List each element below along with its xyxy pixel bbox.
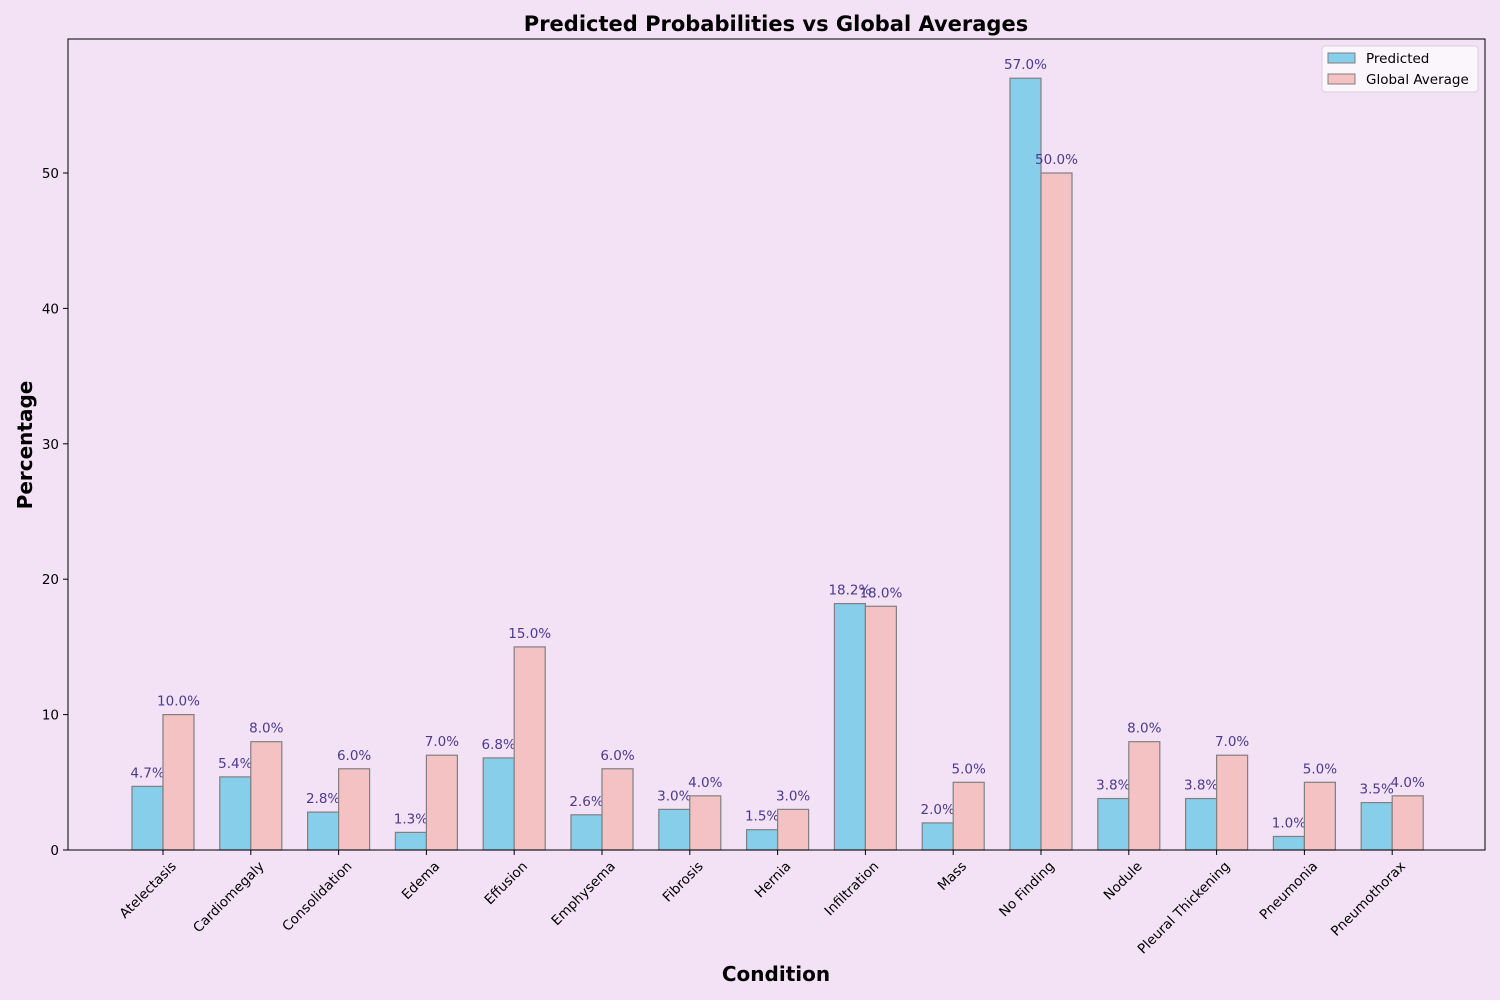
y-tick-label: 10 [42,708,59,724]
data-label: 2.6% [569,794,603,810]
x-axis-label: Condition [722,962,830,986]
data-label: 5.4% [218,756,252,772]
predicted-bar [921,822,954,851]
legend-box [1321,45,1479,93]
data-label: 6.8% [482,737,516,753]
x-tick-label: No Finding [996,859,1058,921]
data-label: 7.0% [1215,734,1249,750]
predicted-bar [1272,835,1306,851]
x-tick-label: Edema [399,859,443,903]
data-label: 8.0% [249,721,283,737]
x-tick-label: Nodule [1101,859,1146,904]
data-label: 3.8% [1184,778,1218,794]
predicted-bar [833,602,867,851]
legend-label: Global Average [1366,72,1469,88]
x-tick-label: Pleural Thickening [1135,859,1234,958]
global-average-bar [250,741,283,851]
predicted-bar [131,785,164,851]
predicted-bar [482,757,515,851]
data-label: 5.0% [952,761,986,777]
predicted-bar [307,811,340,851]
legend-swatch [1327,73,1356,85]
legend-label: Predicted [1366,51,1429,67]
global-average-bar [425,754,458,851]
data-label: 4.0% [688,775,722,791]
x-tick-label: Pneumothorax [1328,859,1409,940]
predicted-bar [219,776,252,851]
data-label: 57.0% [1004,57,1047,73]
data-label: 2.0% [921,802,955,818]
global-average-bar [864,605,898,851]
data-label: 4.0% [1391,775,1425,791]
x-tick-label: Mass [935,859,970,894]
plot-area: 0 10 20 30 40 50 4.7% 10.0% Atelectasis 5.4% 8.0% C… [42,57,1425,957]
global-average-bar [513,646,546,851]
data-label: 3.8% [1096,778,1130,794]
data-label: 10.0% [157,694,200,710]
predicted-bar [1360,802,1393,851]
x-tick-label: Pneumonia [1257,859,1322,924]
predicted-bar [1097,797,1130,851]
global-average-bar [162,713,195,851]
x-tick-label: Hernia [752,859,795,902]
global-average-bar [952,781,985,851]
y-tick-label: 20 [42,572,59,588]
y-tick-label: 50 [42,166,59,182]
predicted-bar [1009,77,1042,851]
data-label: 18.2% [828,583,871,599]
predicted-bar [394,831,427,851]
data-label: 7.0% [425,734,459,750]
predicted-bar [570,814,603,851]
data-label: 1.3% [394,811,428,827]
data-label: 2.8% [306,791,340,807]
x-tick-label: Consolidation [279,859,355,935]
data-label: 8.0% [1127,721,1161,737]
global-average-bar [776,808,810,851]
chart-title: Predicted Probabilities vs Global Averag… [524,12,1028,36]
global-average-bar [1040,172,1073,851]
data-label: 3.0% [657,788,691,804]
data-label: 1.5% [745,809,779,825]
y-tick-label: 0 [50,843,59,859]
legend-swatch [1327,52,1356,64]
predicted-bar [745,829,779,851]
global-average-bar [1303,781,1337,851]
x-tick-label: Cardiomegaly [190,859,268,937]
data-label: 4.7% [130,765,164,781]
global-average-bar [338,768,371,851]
legend: Predicted Global Average [1321,45,1479,93]
data-label: 15.0% [508,626,551,642]
data-label: 18.0% [859,585,902,601]
global-average-bar [1128,741,1161,851]
data-label: 6.0% [600,748,634,764]
x-tick-label: Infiltration [822,859,883,920]
plot-frame [67,38,1486,851]
data-label: 6.0% [337,748,371,764]
data-label: 5.0% [1303,761,1337,777]
predicted-bar [658,808,691,851]
x-tick-label: Atelectasis [117,859,180,922]
x-tick-label: Fibrosis [660,859,707,906]
data-label: 3.0% [776,788,810,804]
y-axis-label: Percentage [13,381,37,510]
y-tick-label: 30 [42,437,59,453]
predicted-bar [1184,797,1218,851]
global-average-bar [601,768,634,851]
global-average-bar [1391,795,1424,851]
global-average-bar [689,795,722,851]
x-tick-label: Effusion [482,859,531,908]
x-tick-label: Emphysema [548,859,618,929]
data-label: 1.0% [1272,815,1306,831]
data-label: 3.5% [1360,782,1394,798]
global-average-bar [1215,754,1249,851]
data-label: 50.0% [1035,152,1078,168]
y-tick-label: 40 [42,301,59,317]
